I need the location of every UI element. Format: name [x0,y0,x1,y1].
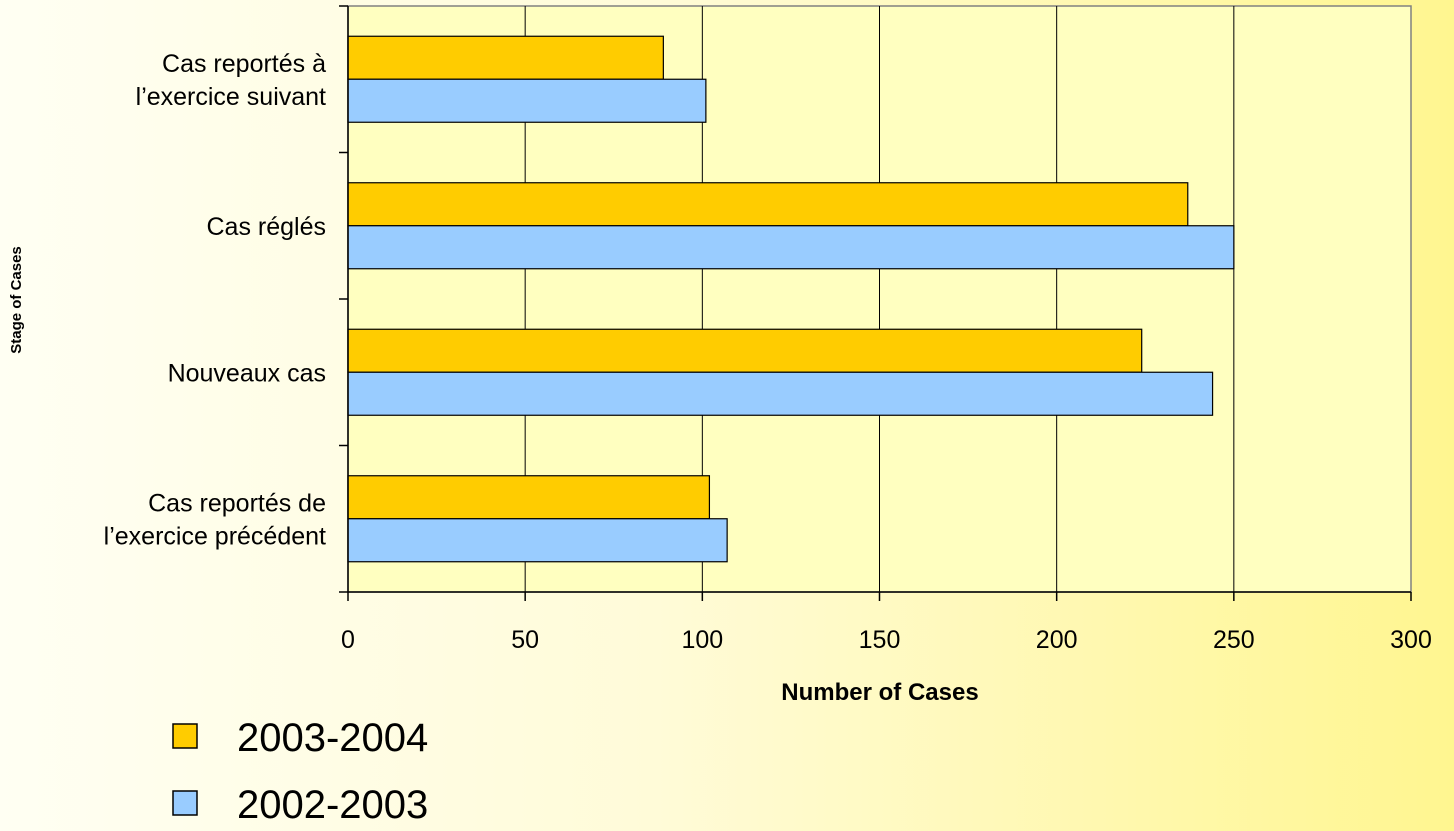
bar-2002-2003-2 [347,371,1214,416]
y-axis-title: Stage of Cases [8,246,25,354]
legend-swatch [172,723,198,749]
bar-2003-2004-0 [347,35,664,80]
bar-2003-2004-1 [347,182,1189,227]
axes [339,5,1412,601]
bar-2002-2003-1 [347,225,1235,270]
x-tick-label: 150 [859,626,901,654]
category-label: Cas reportés de [148,489,326,517]
category-label: l’exercice suivant [136,83,326,111]
category-label: l’exercice précédent [104,522,326,550]
x-tick-label: 300 [1390,626,1432,654]
legend: 2003-2004 2002-2003 [172,716,428,827]
category-label: Cas réglés [207,213,327,241]
bar-2002-2003-0 [347,78,707,123]
category-label: Cas reportés à [162,50,326,78]
x-tick-label: 100 [681,626,723,654]
x-tick-label: 200 [1036,626,1078,654]
x-tick-label: 250 [1213,626,1255,654]
x-axis-title: Number of Cases [781,679,978,706]
bars [347,35,1235,563]
bar-2003-2004-3 [347,475,711,520]
legend-swatch [172,790,198,816]
bar-2002-2003-3 [347,518,728,563]
legend-label: 2002-2003 [237,783,428,827]
x-tick-labels: 0 50 100 150 200 250 300 [341,626,1432,654]
bar-2003-2004-2 [347,328,1143,373]
x-tick-label: 50 [511,626,539,654]
legend-label: 2003-2004 [237,716,428,760]
category-labels: Cas reportés à l’exercice suivant Cas régl… [104,50,326,551]
category-label: Nouveaux cas [168,359,326,387]
x-tick-label: 0 [341,626,355,654]
